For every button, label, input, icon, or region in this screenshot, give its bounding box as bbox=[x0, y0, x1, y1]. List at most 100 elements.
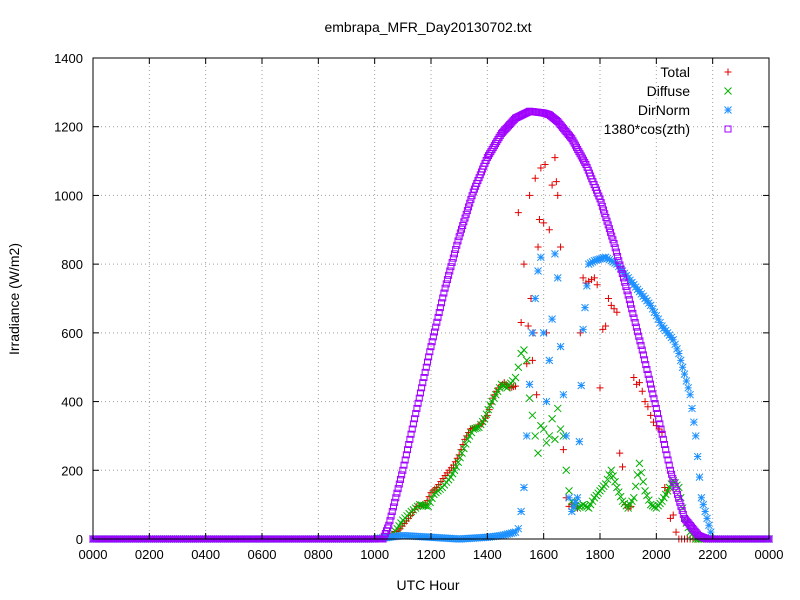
data-point bbox=[650, 308, 659, 317]
x-tick-label: 0000 bbox=[79, 547, 108, 562]
data-point bbox=[630, 314, 638, 322]
data-point bbox=[639, 477, 648, 486]
data-point bbox=[490, 142, 498, 150]
data-point bbox=[460, 444, 468, 453]
data-point bbox=[611, 244, 619, 252]
data-point bbox=[601, 480, 610, 488]
data-point bbox=[421, 368, 429, 376]
data-point bbox=[688, 404, 696, 413]
y-tick-label: 800 bbox=[61, 257, 83, 272]
data-point bbox=[651, 400, 659, 408]
data-point bbox=[438, 299, 446, 307]
data-point bbox=[596, 195, 604, 203]
legend-marker bbox=[724, 125, 732, 133]
data-point bbox=[652, 311, 661, 320]
data-point bbox=[488, 146, 496, 154]
data-point bbox=[679, 510, 687, 518]
data-point bbox=[597, 199, 605, 207]
data-point bbox=[419, 379, 427, 387]
data-point bbox=[579, 325, 587, 334]
x-tick-label: 0000 bbox=[755, 547, 784, 562]
data-point bbox=[429, 333, 437, 341]
data-point bbox=[706, 528, 715, 536]
data-point bbox=[573, 143, 581, 151]
data-point bbox=[642, 361, 650, 369]
data-point bbox=[414, 399, 422, 407]
data-point bbox=[641, 398, 649, 406]
data-point bbox=[616, 449, 624, 457]
data-point bbox=[649, 390, 657, 398]
data-point bbox=[652, 404, 660, 412]
data-point bbox=[630, 374, 638, 382]
data-point bbox=[462, 210, 470, 218]
data-point bbox=[422, 363, 430, 371]
data-point bbox=[517, 507, 525, 516]
data-point bbox=[389, 503, 397, 511]
data-point bbox=[600, 206, 608, 214]
data-point bbox=[675, 349, 683, 358]
data-point bbox=[691, 432, 700, 440]
data-point bbox=[456, 453, 464, 462]
legend-label: Total bbox=[660, 64, 690, 80]
data-point bbox=[577, 152, 585, 160]
data-point bbox=[525, 394, 534, 402]
data-point bbox=[495, 134, 503, 142]
data-point bbox=[636, 337, 644, 345]
data-point bbox=[542, 438, 551, 447]
data-point bbox=[645, 375, 653, 383]
chart-title: embrapa_MFR_Day20130702.txt bbox=[324, 19, 531, 35]
data-point bbox=[540, 219, 548, 227]
data-point bbox=[407, 430, 415, 438]
x-axis-title: UTC Hour bbox=[396, 577, 459, 593]
x-tick-label: 1400 bbox=[473, 547, 502, 562]
data-point bbox=[559, 390, 568, 399]
data-point bbox=[539, 425, 548, 433]
data-point bbox=[669, 474, 677, 482]
data-point bbox=[671, 482, 679, 490]
data-point bbox=[570, 139, 578, 147]
data-point bbox=[452, 246, 460, 254]
data-point bbox=[639, 351, 647, 359]
data-point bbox=[492, 140, 500, 148]
data-point bbox=[446, 267, 454, 275]
data-point bbox=[665, 461, 673, 469]
data-point bbox=[643, 366, 651, 374]
data-point bbox=[654, 410, 662, 418]
data-point bbox=[387, 512, 395, 520]
data-point bbox=[603, 254, 612, 263]
data-point bbox=[548, 181, 556, 189]
data-point bbox=[404, 446, 412, 454]
data-point bbox=[602, 213, 610, 221]
data-point bbox=[385, 521, 393, 529]
data-point bbox=[528, 411, 537, 420]
data-point bbox=[432, 323, 440, 331]
y-tick-label: 1400 bbox=[54, 51, 83, 66]
data-point bbox=[567, 507, 576, 516]
data-point bbox=[632, 323, 640, 331]
data-point bbox=[615, 257, 623, 265]
data-point bbox=[657, 425, 665, 433]
data-point bbox=[638, 346, 646, 354]
data-point bbox=[635, 459, 644, 468]
data-point bbox=[611, 477, 619, 486]
data-point bbox=[643, 491, 651, 500]
data-point bbox=[531, 294, 540, 303]
data-point bbox=[548, 315, 556, 323]
data-point bbox=[624, 291, 632, 299]
data-point bbox=[569, 503, 578, 511]
data-point bbox=[388, 508, 396, 516]
data-point bbox=[609, 257, 617, 266]
data-point bbox=[439, 294, 447, 302]
data-point bbox=[455, 233, 463, 241]
data-point bbox=[514, 209, 522, 217]
data-point bbox=[396, 475, 404, 483]
y-tick-label: 1200 bbox=[54, 120, 83, 135]
x-tick-label: 0800 bbox=[304, 547, 333, 562]
data-point bbox=[592, 256, 601, 264]
data-point bbox=[426, 348, 434, 356]
data-point bbox=[680, 370, 689, 378]
data-point bbox=[553, 117, 561, 125]
data-point bbox=[553, 274, 562, 282]
data-point bbox=[648, 385, 656, 393]
legend-marker bbox=[724, 68, 732, 76]
